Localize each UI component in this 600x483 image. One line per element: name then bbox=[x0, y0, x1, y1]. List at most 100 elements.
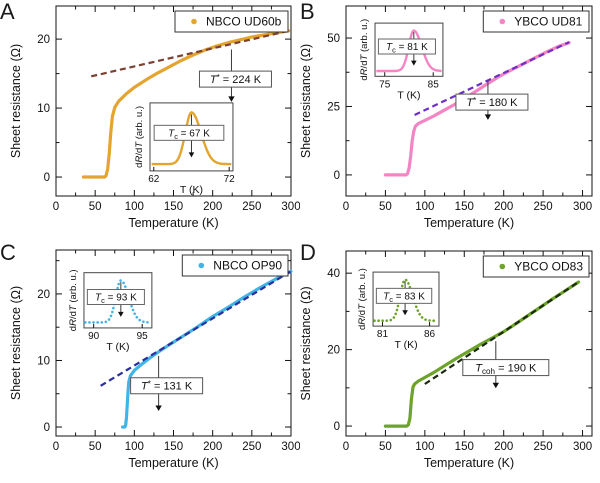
inset-tick-label: 95 bbox=[137, 331, 149, 342]
x-axis-label: Temperature (K) bbox=[128, 216, 218, 230]
legend-label: NBCO UD60b bbox=[206, 15, 282, 29]
inset-x-label: T (K) bbox=[106, 341, 129, 353]
plot-border bbox=[345, 5, 593, 197]
annotation-text: T* = 224 K bbox=[210, 73, 262, 86]
legend-label: YBCO OD83 bbox=[514, 260, 583, 274]
tc-text: Tc = 83 K bbox=[383, 291, 425, 304]
tc-box bbox=[377, 38, 436, 55]
x-tick-label: 50 bbox=[379, 201, 392, 213]
y-tick-label: 10 bbox=[37, 355, 50, 367]
x-tick-label: 300 bbox=[281, 201, 300, 213]
annotation-box bbox=[198, 70, 272, 88]
x-tick-label: 150 bbox=[164, 441, 183, 453]
panel-d-chart: 0 50 100 150 200 250 300 0 20 40 Temperature (K) Sh… bbox=[300, 250, 593, 470]
arrowhead-icon bbox=[228, 96, 235, 102]
x-tick-label: 250 bbox=[242, 441, 261, 453]
x-tick-label: 50 bbox=[379, 441, 392, 453]
arrowhead-icon bbox=[155, 405, 162, 412]
y-tick-label: 10 bbox=[37, 103, 50, 115]
x-tick-label: 50 bbox=[89, 201, 102, 213]
tc-text: Tc = 67 K bbox=[168, 128, 210, 141]
annotation-box bbox=[130, 377, 204, 395]
y-axis-label: Sheet resistance (Ω) bbox=[9, 286, 23, 400]
inset-x-label: T (K) bbox=[397, 89, 420, 101]
inset-tick-label: 72 bbox=[224, 174, 236, 185]
x-tick-label: 150 bbox=[455, 441, 474, 453]
x-tick-label: 200 bbox=[203, 441, 222, 453]
y-tick-label: 20 bbox=[37, 34, 50, 46]
legend-marker-icon bbox=[198, 262, 205, 269]
y-tick-label: 0 bbox=[44, 172, 50, 184]
inset-x-label: T (K) bbox=[180, 184, 203, 196]
inset-y-label: dR/dT (arb. u.) bbox=[68, 269, 79, 331]
panel-c-chart: 0 50 100 150 200 250 300 0 10 20 Temperature (K) Sh… bbox=[9, 249, 300, 470]
x-tick-label: 300 bbox=[573, 201, 592, 213]
legend-box bbox=[482, 10, 590, 33]
inset-tick-label: 75 bbox=[379, 79, 391, 90]
inset-tick-label: 81 bbox=[377, 329, 389, 340]
trend-dashed-line bbox=[91, 29, 289, 78]
inset-arrowhead-icon bbox=[402, 310, 408, 316]
plot-border bbox=[345, 250, 593, 437]
panel-b: B 0 50 100 150 200 250 300 0 25 50 Temperature (K)… bbox=[300, 0, 600, 241]
panel-label-c: C bbox=[0, 240, 17, 265]
x-axis-label: Temperature (K) bbox=[128, 456, 218, 470]
inset-y-label: dR/dT (arb. u.) bbox=[359, 19, 370, 81]
x-axis-label: Temperature (K) bbox=[424, 216, 514, 230]
y-tick-label: 25 bbox=[327, 101, 340, 113]
annotation-box bbox=[462, 359, 550, 377]
arrowhead-icon bbox=[484, 114, 492, 120]
tc-text: Tc = 93 K bbox=[95, 292, 137, 305]
y-tick-label: 0 bbox=[334, 170, 340, 182]
legend-label: NBCO OP90 bbox=[213, 259, 282, 273]
x-tick-label: 50 bbox=[89, 441, 102, 453]
x-tick-label: 200 bbox=[494, 201, 513, 213]
inset-arrowhead-icon bbox=[411, 60, 417, 66]
x-tick-label: 300 bbox=[281, 441, 300, 453]
inset-y-label: dR/dT (arb. u.) bbox=[357, 268, 368, 330]
panel-a: A 0 50 100 150 200 250 300 0 10 20 Temperature (K)… bbox=[0, 0, 300, 241]
annotation-text: T* = 131 K bbox=[141, 380, 193, 393]
legend-box bbox=[181, 254, 289, 277]
legend-box bbox=[174, 10, 289, 33]
inset-peak-curve bbox=[373, 278, 439, 322]
trend-dashed-line bbox=[414, 41, 570, 116]
annotation-text: T* = 180 K bbox=[466, 96, 518, 109]
y-axis-label: Sheet resistance (Ω) bbox=[300, 44, 313, 158]
trend-dashed-line bbox=[100, 270, 292, 387]
panel-d: D 0 50 100 150 200 250 300 0 20 40 Temperature (K)… bbox=[300, 241, 600, 483]
inset-peak-curve bbox=[151, 111, 232, 166]
panel-label-a: A bbox=[0, 0, 16, 24]
panel-a-chart: 0 50 100 150 200 250 300 0 10 20 Temperature (K) Sh… bbox=[9, 5, 300, 230]
inset-tick-label: 85 bbox=[428, 79, 440, 90]
x-tick-label: 250 bbox=[534, 201, 553, 213]
inset-x-label: T (K) bbox=[394, 339, 417, 351]
x-tick-label: 0 bbox=[343, 201, 349, 213]
arrowhead-icon bbox=[492, 382, 500, 389]
x-tick-label: 100 bbox=[125, 201, 144, 213]
panel-c: C 0 50 100 150 200 250 300 0 10 20 Temperature (K)… bbox=[0, 241, 300, 483]
legend-label: YBCO UD81 bbox=[514, 15, 582, 29]
x-tick-label: 250 bbox=[242, 201, 261, 213]
y-tick-label: 0 bbox=[334, 421, 340, 433]
inset-arrowhead-icon bbox=[118, 311, 124, 317]
data-curve bbox=[120, 269, 293, 429]
annotation-box bbox=[455, 93, 529, 111]
legend-marker-icon bbox=[499, 263, 506, 270]
legend-box bbox=[482, 255, 590, 278]
x-tick-label: 0 bbox=[53, 201, 59, 213]
x-axis-label: Temperature (K) bbox=[424, 456, 514, 470]
panel-b-chart: 0 50 100 150 200 250 300 0 25 50 Temperature (K) Sh… bbox=[300, 5, 593, 230]
y-axis-label: Sheet resistance (Ω) bbox=[9, 44, 23, 158]
legend-marker-icon bbox=[191, 18, 197, 25]
y-axis-label: Sheet resistance (Ω) bbox=[300, 286, 313, 400]
tc-text: Tc = 81 K bbox=[386, 42, 428, 55]
x-tick-label: 250 bbox=[534, 441, 553, 453]
tc-box bbox=[153, 124, 225, 141]
inset-tick-label: 90 bbox=[88, 331, 100, 342]
x-tick-label: 200 bbox=[494, 441, 513, 453]
tc-box bbox=[375, 287, 433, 304]
legend-marker-icon bbox=[499, 18, 506, 25]
x-tick-label: 100 bbox=[415, 441, 434, 453]
x-tick-label: 300 bbox=[573, 441, 592, 453]
